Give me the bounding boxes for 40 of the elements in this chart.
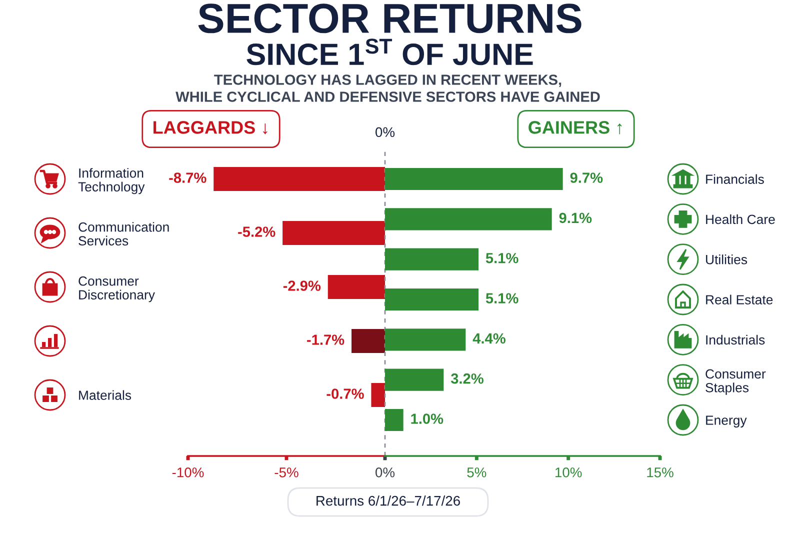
- bar: [385, 368, 444, 391]
- ref-line-label: 0%: [376, 127, 395, 138]
- text: Returns 6/1/26–7/17/26: [316, 496, 460, 506]
- x-tick-label: -5%: [274, 468, 298, 478]
- text: LAGGARDS ↓: [154, 121, 268, 134]
- y-tick-label: Information Technology: [78, 168, 145, 194]
- data-label: -8.7%: [169, 172, 206, 183]
- data-label: 9.7%: [570, 172, 603, 183]
- y-tick-label: Consumer Staples: [706, 369, 766, 395]
- y-tick-label: Consumer Discretionary: [78, 276, 155, 302]
- y-tick-label: Utilities: [706, 254, 748, 264]
- y-tick-label: Energy: [706, 416, 747, 428]
- y-tick-label: Financials: [706, 174, 764, 184]
- x-tick-label: -10%: [172, 467, 204, 478]
- bar: [385, 288, 478, 311]
- bar: [385, 208, 552, 230]
- text: GAINERS ↑: [528, 121, 622, 134]
- x-tick-label: 15%: [647, 468, 674, 478]
- data-label: -1.7%: [307, 334, 344, 345]
- data-label: 5.1%: [486, 252, 518, 264]
- data-label: 5.1%: [486, 293, 518, 304]
- data-label: -0.7%: [326, 388, 364, 399]
- x-tick-label: 5%: [467, 468, 486, 478]
- y-tick-label: Real Estate: [706, 294, 773, 304]
- y-tick-label: Materials: [79, 390, 132, 400]
- x-tick-label: 0%: [376, 467, 395, 478]
- data-label: -5.2%: [238, 226, 276, 237]
- y-tick-label: Health Care: [706, 214, 775, 224]
- data-label: 1.0%: [411, 414, 444, 424]
- chart-title: SECTOR RETURNS SINCE 1$^{ST}$ OF JUNE: [198, 4, 582, 66]
- chart-subtitle: TECHNOLOGY HAS LAGGED IN RECENT WEEKS, WHILE CYCLICAL AND DEFENSIVE SECTORS HAVE GAINED: [176, 74, 600, 102]
- bar: [385, 408, 404, 432]
- x-tick-label: 10%: [555, 467, 582, 478]
- data-label: 3.2%: [450, 373, 484, 384]
- data-label: 4.4%: [472, 333, 506, 344]
- data-label: 9.1%: [559, 212, 592, 224]
- data-label: -2.9%: [283, 280, 321, 291]
- y-tick-label: Communication Services: [78, 222, 169, 246]
- y-tick-label: Industrials: [706, 334, 765, 345]
- bar: [385, 248, 478, 270]
